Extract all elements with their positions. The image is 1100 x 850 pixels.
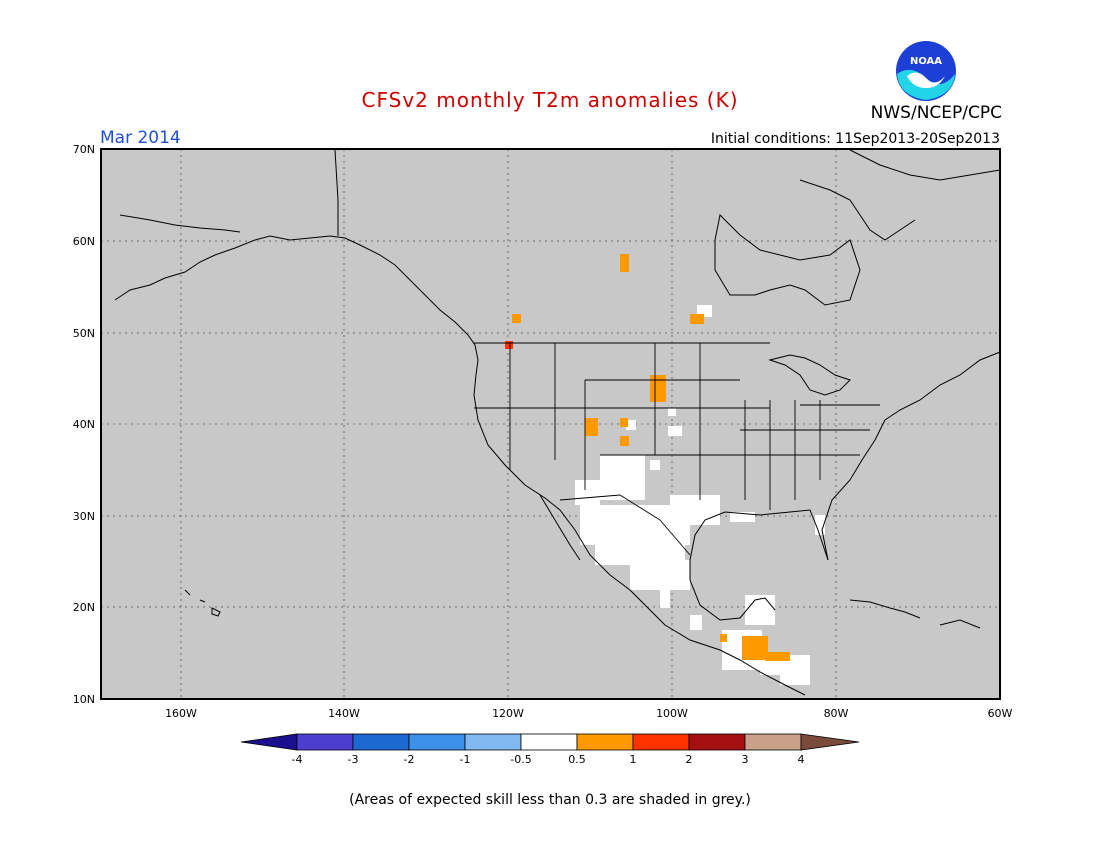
lon-label: 60W	[988, 707, 1013, 720]
legend-label: 1	[630, 753, 637, 766]
legend-label: 0.5	[568, 753, 586, 766]
legend-label: -3	[348, 753, 359, 766]
agency-label: NWS/NCEP/CPC	[870, 103, 1002, 123]
lat-label: 70N	[73, 143, 95, 156]
lon-label: 80W	[824, 707, 849, 720]
svg-text:NOAA: NOAA	[910, 56, 942, 67]
color-bar-swatch	[632, 733, 690, 751]
color-bar	[240, 733, 860, 751]
color-bar-swatch	[352, 733, 410, 751]
color-bar-swatch	[520, 733, 578, 751]
legend-label: -2	[404, 753, 415, 766]
map-title: CFSv2 monthly T2m anomalies (K)	[361, 88, 739, 112]
lat-label: 20N	[73, 601, 95, 614]
lon-label: 100W	[656, 707, 688, 720]
lat-label: 60N	[73, 235, 95, 248]
map-frame	[100, 148, 1001, 700]
skill-note: (Areas of expected skill less than 0.3 a…	[349, 792, 751, 808]
legend-label: -1	[460, 753, 471, 766]
legend-label: -4	[292, 753, 303, 766]
legend-label: 4	[798, 753, 805, 766]
lon-label: 120W	[492, 707, 524, 720]
noaa-logo-icon: NOAA	[894, 39, 958, 103]
color-bar-swatch	[296, 733, 354, 751]
color-bar-high-arrow	[800, 733, 860, 751]
legend-label: -0.5	[510, 753, 531, 766]
forecast-month: Mar 2014	[100, 128, 181, 148]
lon-label: 140W	[328, 707, 360, 720]
lat-labels: 70N 60N 50N 40N 30N 20N 10N	[73, 143, 95, 706]
color-bar-swatch	[464, 733, 522, 751]
lon-labels: 160W 140W 120W 100W 80W 60W	[165, 707, 1012, 720]
color-bar-labels: -4 -3 -2 -1 -0.5 0.5 1 2 3 4	[292, 753, 805, 766]
legend-label: 2	[686, 753, 693, 766]
color-bar-low-arrow	[240, 733, 298, 751]
color-bar-swatch	[408, 733, 466, 751]
color-bar-swatch	[688, 733, 746, 751]
political-borders	[474, 342, 880, 556]
color-bar-swatch	[576, 733, 634, 751]
coastlines	[114, 149, 1001, 696]
grid-lines	[101, 149, 1000, 699]
legend-label: 3	[742, 753, 749, 766]
strong-warm-anomaly-areas	[505, 341, 513, 349]
lat-label: 50N	[73, 327, 95, 340]
color-bar-swatch	[744, 733, 802, 751]
lon-label: 160W	[165, 707, 197, 720]
lat-label: 30N	[73, 510, 95, 523]
lat-label: 10N	[73, 693, 95, 706]
lat-label: 40N	[73, 418, 95, 431]
initial-conditions: Initial conditions: 11Sep2013-20Sep2013	[710, 131, 1000, 147]
warm-anomaly-areas	[512, 254, 790, 661]
